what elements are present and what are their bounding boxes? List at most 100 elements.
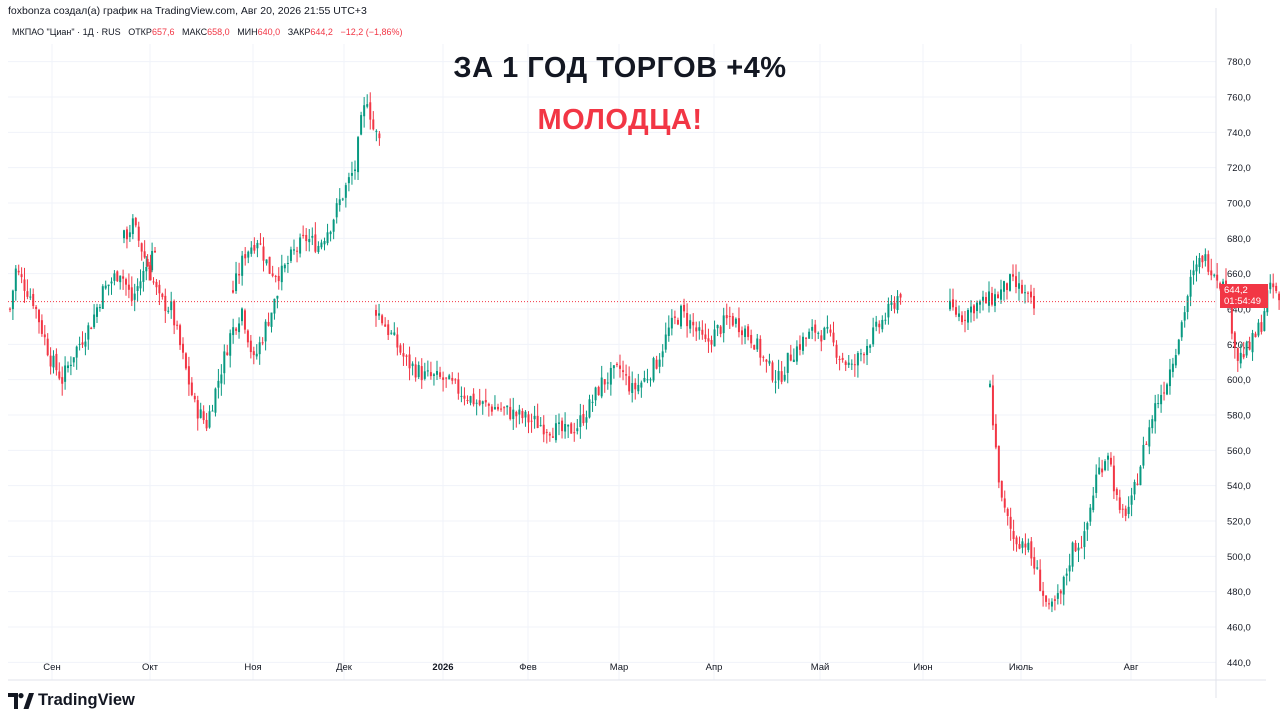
candle-body — [390, 332, 393, 334]
candle-body — [26, 291, 29, 297]
candle-body — [273, 298, 276, 314]
candle-body — [829, 329, 832, 333]
candle-body — [1130, 495, 1133, 505]
candle-body — [1045, 595, 1048, 602]
candle-body — [673, 316, 676, 318]
candle-body — [875, 321, 878, 327]
candle-body — [414, 364, 417, 378]
candle-body — [190, 382, 193, 396]
candle-body — [1177, 339, 1180, 354]
x-tick-label: Ноя — [244, 662, 261, 673]
candle-body — [771, 362, 774, 381]
candle-body — [78, 343, 81, 345]
candle-body — [472, 393, 475, 405]
candle-body — [423, 371, 426, 379]
candle-body — [250, 247, 253, 254]
tradingview-brand[interactable]: TradingView — [8, 691, 135, 710]
candle-body — [667, 327, 670, 336]
low-value: 640,0 — [257, 27, 281, 37]
candle-body — [1263, 311, 1266, 331]
candle-body — [426, 370, 429, 372]
symbol-label: МКПАО "Циан" · 1Д · RUS — [12, 27, 121, 37]
candle-body — [93, 314, 96, 328]
candle-body — [1124, 508, 1127, 516]
candle-body — [1074, 542, 1077, 552]
candle-body — [187, 366, 190, 385]
brand-name: TradingView — [38, 691, 135, 709]
candle-body — [1077, 547, 1080, 551]
candle-body — [314, 234, 317, 252]
candle-body — [323, 241, 326, 245]
candle-body — [1186, 296, 1189, 312]
candle-body — [1048, 603, 1050, 605]
candle-body — [357, 137, 360, 173]
candle-body — [792, 359, 795, 363]
x-tick-label: Авг — [1124, 662, 1139, 673]
candle-body — [1210, 270, 1213, 276]
candle-body — [655, 359, 658, 369]
candle-body — [253, 244, 256, 251]
candle-body — [439, 372, 442, 377]
candle-body — [786, 352, 789, 373]
candle-body — [64, 365, 67, 382]
candle-body — [1018, 544, 1021, 549]
candle-body — [795, 346, 798, 362]
candle-body — [14, 268, 17, 292]
y-tick-label: 780,0 — [1227, 57, 1251, 68]
candle-body — [167, 310, 170, 312]
candle-body — [149, 265, 152, 281]
candle-body — [332, 219, 335, 232]
candle-body — [1027, 292, 1029, 294]
candle-body — [146, 258, 149, 267]
candle-body — [17, 270, 20, 273]
candle-body — [725, 315, 728, 319]
candle-body — [1036, 567, 1039, 569]
candle-body — [463, 395, 466, 399]
candle-body — [1127, 506, 1130, 515]
candle-body — [267, 321, 270, 326]
candle-body — [123, 230, 125, 239]
candle-body — [866, 346, 869, 356]
candle-body — [457, 379, 460, 394]
candle-body — [378, 313, 381, 316]
candle-body — [710, 339, 713, 345]
candle-body — [1180, 322, 1183, 338]
candle-body — [716, 324, 719, 329]
candle-body — [490, 406, 493, 412]
candle-body — [704, 334, 707, 340]
candle-body — [40, 320, 43, 334]
candle-body — [856, 353, 859, 366]
candle-body — [847, 362, 850, 365]
candle-body — [1239, 352, 1242, 364]
candle-body — [686, 313, 689, 327]
candle-body — [631, 383, 634, 394]
candle-body — [756, 338, 759, 350]
candle-body — [961, 315, 963, 323]
candle-body — [127, 284, 130, 290]
candle-body — [1089, 507, 1092, 522]
candle-body — [354, 169, 356, 171]
candle-body — [1151, 419, 1154, 429]
candle-body — [1174, 355, 1177, 366]
candle-body — [393, 332, 396, 335]
candle-body — [841, 357, 844, 360]
candle-body — [976, 302, 978, 312]
candle-body — [11, 290, 14, 310]
x-tick-label: Апр — [706, 662, 723, 673]
candle-body — [967, 310, 969, 323]
candle-body — [193, 395, 196, 400]
candle-body — [140, 243, 143, 252]
open-value: 657,6 — [151, 27, 175, 37]
candle-body — [872, 327, 875, 345]
candle-body — [277, 275, 280, 282]
candle-body — [952, 299, 954, 308]
candle-body — [719, 326, 722, 334]
candle-body — [798, 344, 801, 350]
candle-body — [134, 218, 137, 226]
candle-body — [765, 359, 768, 362]
candle-body — [1160, 394, 1163, 405]
candle-body — [246, 330, 249, 343]
candle-body — [38, 309, 40, 323]
y-tick-label: 700,0 — [1227, 199, 1251, 210]
